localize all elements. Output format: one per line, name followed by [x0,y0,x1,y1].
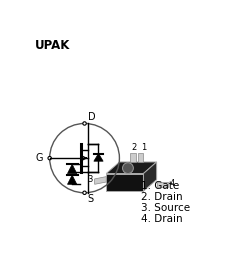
Circle shape [122,163,133,174]
Circle shape [82,122,86,125]
Text: 3: 3 [87,175,92,184]
Circle shape [82,191,86,195]
Text: 3. Source: 3. Source [141,203,189,213]
Polygon shape [106,174,143,191]
Text: UPAK: UPAK [35,39,70,52]
Polygon shape [137,153,143,162]
Text: D: D [87,112,95,122]
Text: 1. Gate: 1. Gate [141,181,179,191]
Text: 4. Drain: 4. Drain [141,214,182,224]
Polygon shape [94,177,106,184]
Text: 2: 2 [131,143,136,152]
Polygon shape [67,175,76,184]
Polygon shape [156,182,168,187]
Polygon shape [130,153,135,162]
Polygon shape [106,162,156,174]
Polygon shape [143,162,156,191]
Text: 2. Drain: 2. Drain [141,192,182,202]
Polygon shape [93,154,103,161]
Text: S: S [87,194,93,204]
Polygon shape [67,164,76,174]
Circle shape [48,156,51,160]
Text: 4: 4 [169,179,174,188]
Text: G: G [36,153,43,163]
Text: 1: 1 [140,143,145,152]
